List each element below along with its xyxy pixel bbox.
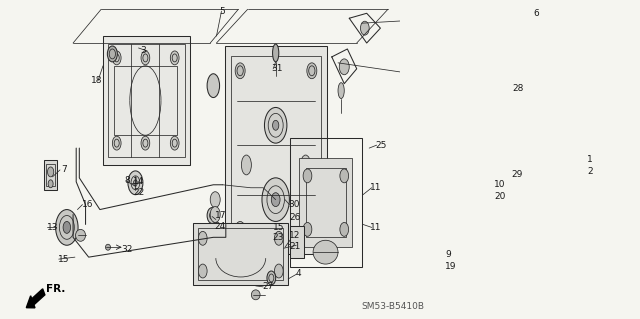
Ellipse shape (47, 167, 54, 177)
Ellipse shape (170, 51, 179, 65)
Ellipse shape (307, 221, 317, 237)
Bar (225, 46, 328, 254)
Bar (300, 158, 353, 247)
Text: 32: 32 (122, 245, 133, 254)
Ellipse shape (63, 221, 70, 234)
Bar (306, 168, 346, 237)
Text: 27: 27 (262, 282, 273, 291)
Text: 23: 23 (273, 233, 284, 242)
Ellipse shape (339, 59, 349, 75)
Ellipse shape (56, 210, 78, 245)
Text: 17: 17 (214, 211, 226, 220)
Text: 26: 26 (289, 213, 301, 222)
Ellipse shape (141, 136, 150, 150)
Ellipse shape (303, 169, 312, 183)
Ellipse shape (313, 240, 338, 264)
Bar (114, 66, 177, 135)
Ellipse shape (170, 136, 179, 150)
Text: 2: 2 (588, 167, 593, 176)
Text: 20: 20 (494, 192, 505, 201)
Ellipse shape (301, 155, 310, 175)
Ellipse shape (275, 231, 283, 245)
Text: FR.: FR. (46, 284, 66, 294)
Ellipse shape (340, 222, 349, 236)
Ellipse shape (141, 51, 150, 65)
Ellipse shape (48, 180, 53, 188)
Ellipse shape (264, 108, 287, 143)
Ellipse shape (128, 171, 143, 195)
Text: 15: 15 (58, 255, 69, 263)
Text: 10: 10 (494, 180, 506, 189)
Ellipse shape (108, 46, 117, 62)
Ellipse shape (267, 271, 276, 285)
Ellipse shape (307, 63, 317, 79)
FancyArrow shape (26, 289, 45, 308)
Text: 5: 5 (220, 7, 225, 16)
Bar (46, 164, 55, 186)
Text: 18: 18 (90, 76, 102, 85)
Ellipse shape (106, 244, 111, 250)
Ellipse shape (241, 155, 252, 175)
Ellipse shape (273, 120, 279, 130)
Bar (231, 56, 321, 244)
Text: 22: 22 (133, 188, 144, 197)
Bar (290, 226, 304, 258)
Ellipse shape (262, 178, 289, 221)
Text: 12: 12 (289, 231, 301, 240)
Bar (198, 228, 283, 280)
Ellipse shape (198, 231, 207, 245)
Ellipse shape (340, 169, 349, 183)
Ellipse shape (210, 192, 220, 208)
Text: 31: 31 (271, 64, 283, 73)
Ellipse shape (76, 229, 86, 241)
Ellipse shape (273, 44, 279, 62)
Ellipse shape (271, 193, 280, 207)
Text: 1: 1 (588, 155, 593, 165)
Text: 24: 24 (214, 222, 226, 231)
Ellipse shape (235, 63, 245, 79)
Ellipse shape (210, 207, 220, 222)
Ellipse shape (275, 264, 283, 278)
Ellipse shape (207, 208, 217, 223)
Text: 13: 13 (47, 223, 58, 232)
Ellipse shape (360, 21, 369, 35)
Text: 6: 6 (534, 9, 540, 18)
Text: 30: 30 (288, 200, 300, 209)
Text: 25: 25 (376, 141, 387, 150)
Ellipse shape (303, 222, 312, 236)
Text: 15: 15 (273, 223, 284, 232)
Ellipse shape (198, 264, 207, 278)
Ellipse shape (235, 221, 245, 237)
Bar (44, 160, 58, 190)
Text: 3: 3 (140, 47, 145, 56)
Ellipse shape (113, 136, 121, 150)
Text: 21: 21 (289, 242, 301, 251)
Text: 11: 11 (371, 183, 382, 192)
Ellipse shape (113, 51, 121, 65)
Ellipse shape (134, 180, 138, 186)
Bar (193, 223, 288, 285)
Ellipse shape (207, 74, 220, 98)
Text: 19: 19 (445, 262, 457, 271)
Text: 11: 11 (371, 223, 382, 232)
Bar (108, 44, 186, 157)
Text: 9: 9 (445, 250, 451, 259)
Bar (290, 138, 362, 267)
Text: 16: 16 (83, 200, 94, 209)
Ellipse shape (338, 83, 344, 99)
Ellipse shape (252, 290, 260, 300)
Text: 8: 8 (125, 176, 131, 185)
Text: 14: 14 (133, 177, 144, 186)
Text: 29: 29 (511, 170, 523, 179)
Bar (103, 36, 190, 165)
Text: SM53-B5410B: SM53-B5410B (362, 302, 425, 311)
Text: 7: 7 (61, 166, 67, 174)
Text: 28: 28 (513, 84, 524, 93)
Text: 4: 4 (296, 270, 301, 278)
